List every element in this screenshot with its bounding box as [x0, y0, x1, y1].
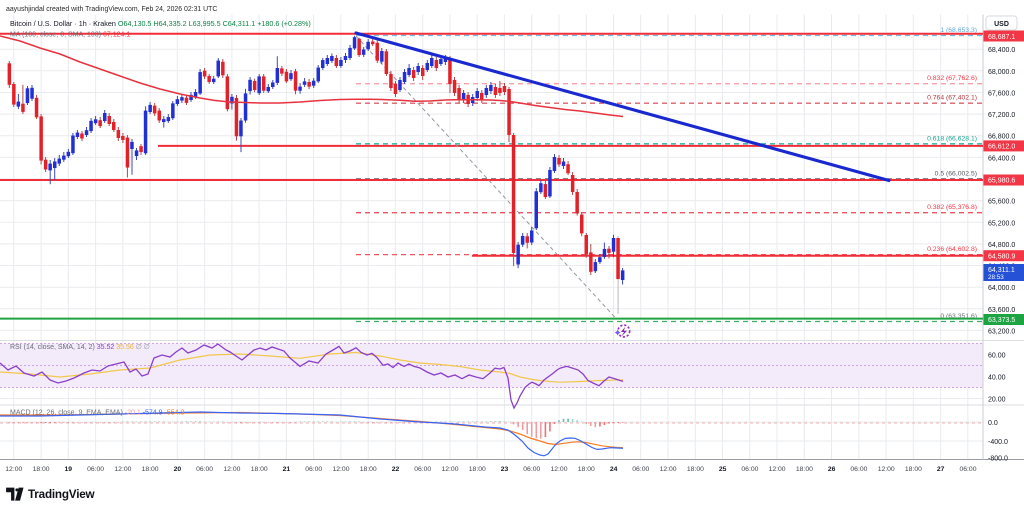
svg-text:64,580.9: 64,580.9: [988, 253, 1015, 260]
svg-text:12:00: 12:00: [332, 466, 349, 473]
svg-text:27: 27: [937, 466, 945, 473]
svg-text:18:00: 18:00: [796, 466, 813, 473]
svg-text:06:00: 06:00: [741, 466, 758, 473]
svg-text:0.5 (66,002.5): 0.5 (66,002.5): [935, 170, 977, 177]
svg-text:68,687.1: 68,687.1: [988, 34, 1015, 41]
svg-text:24: 24: [610, 466, 618, 473]
svg-text:USD: USD: [994, 21, 1009, 28]
svg-text:TradingView: TradingView: [28, 488, 96, 501]
svg-text:25: 25: [719, 466, 727, 473]
svg-text:0.764 (67,402.1): 0.764 (67,402.1): [927, 95, 977, 102]
svg-text:66,800.0: 66,800.0: [988, 134, 1015, 141]
svg-text:68,400.0: 68,400.0: [988, 47, 1015, 54]
svg-text:0.382 (65,376.8): 0.382 (65,376.8): [927, 204, 977, 211]
svg-text:06:00: 06:00: [632, 466, 649, 473]
svg-text:18:00: 18:00: [142, 466, 159, 473]
svg-text:-800.0: -800.0: [988, 456, 1008, 463]
svg-text:67,600.0: 67,600.0: [988, 91, 1015, 98]
svg-text:22: 22: [392, 466, 400, 473]
svg-text:23: 23: [501, 466, 509, 473]
svg-text:18:00: 18:00: [33, 466, 50, 473]
svg-text:06:00: 06:00: [523, 466, 540, 473]
svg-text:MACD (12, 26, close, 9, EMA, E: MACD (12, 26, close, 9, EMA, EMA) -20.1 …: [10, 410, 184, 417]
svg-text:12:00: 12:00: [223, 466, 240, 473]
svg-text:40.00: 40.00: [988, 375, 1006, 382]
svg-text:12:00: 12:00: [5, 466, 22, 473]
svg-text:18:00: 18:00: [905, 466, 922, 473]
svg-text:1 (68,653.3): 1 (68,653.3): [940, 27, 977, 34]
svg-text:Bitcoin / U.S. Dollar · 1h · K: Bitcoin / U.S. Dollar · 1h · Kraken O64,…: [10, 19, 311, 28]
svg-text:-400.0: -400.0: [988, 439, 1008, 446]
svg-text:12:00: 12:00: [769, 466, 786, 473]
svg-text:18:00: 18:00: [360, 466, 377, 473]
svg-text:06:00: 06:00: [959, 466, 976, 473]
svg-text:66,400.0: 66,400.0: [988, 155, 1015, 162]
svg-text:12:00: 12:00: [660, 466, 677, 473]
svg-text:0.832 (67,762.6): 0.832 (67,762.6): [927, 75, 977, 82]
svg-text:63,200.0: 63,200.0: [988, 328, 1015, 335]
svg-text:06:00: 06:00: [850, 466, 867, 473]
svg-text:20: 20: [174, 466, 182, 473]
svg-text:06:00: 06:00: [305, 466, 322, 473]
svg-text:12:00: 12:00: [441, 466, 458, 473]
svg-text:18:00: 18:00: [251, 466, 268, 473]
svg-text:18:00: 18:00: [469, 466, 486, 473]
svg-text:12:00: 12:00: [114, 466, 131, 473]
svg-text:28:53: 28:53: [988, 274, 1004, 281]
svg-text:26: 26: [828, 466, 836, 473]
svg-text:64,000.0: 64,000.0: [988, 285, 1015, 292]
svg-text:66,612.0: 66,612.0: [988, 144, 1015, 151]
svg-text:06:00: 06:00: [87, 466, 104, 473]
svg-text:65,600.0: 65,600.0: [988, 199, 1015, 206]
svg-text:68,000.0: 68,000.0: [988, 69, 1015, 76]
svg-text:RSI (14, close, SMA, 14, 2) 35: RSI (14, close, SMA, 14, 2) 35.52 35.56 …: [10, 344, 150, 351]
svg-text:67,200.0: 67,200.0: [988, 112, 1015, 119]
svg-text:64,311.1: 64,311.1: [988, 267, 1015, 274]
svg-text:65,200.0: 65,200.0: [988, 220, 1015, 227]
svg-text:63,600.0: 63,600.0: [988, 307, 1015, 314]
svg-text:06:00: 06:00: [414, 466, 431, 473]
svg-text:65,980.6: 65,980.6: [988, 178, 1015, 185]
svg-text:18:00: 18:00: [578, 466, 595, 473]
svg-text:0 (63,351.6): 0 (63,351.6): [940, 313, 977, 320]
svg-text:64,800.0: 64,800.0: [988, 242, 1015, 249]
svg-text:MA (100, close, 0, SMA, 100) 6: MA (100, close, 0, SMA, 100) 67,124.1: [10, 32, 130, 39]
svg-text:20.00: 20.00: [988, 397, 1006, 404]
svg-text:18:00: 18:00: [687, 466, 704, 473]
svg-text:0.236 (64,602.8): 0.236 (64,602.8): [927, 246, 977, 253]
svg-text:aayushjindal created with Trad: aayushjindal created with TradingView.co…: [6, 6, 217, 13]
svg-text:0.618 (66,628.1): 0.618 (66,628.1): [927, 135, 977, 142]
svg-text:60.00: 60.00: [988, 353, 1006, 360]
svg-text:12:00: 12:00: [878, 466, 895, 473]
svg-text:21: 21: [283, 466, 291, 473]
svg-text:06:00: 06:00: [196, 466, 213, 473]
svg-text:63,373.5: 63,373.5: [988, 317, 1015, 324]
svg-text:19: 19: [65, 466, 73, 473]
svg-text:12:00: 12:00: [550, 466, 567, 473]
svg-text:0.0: 0.0: [988, 420, 998, 427]
